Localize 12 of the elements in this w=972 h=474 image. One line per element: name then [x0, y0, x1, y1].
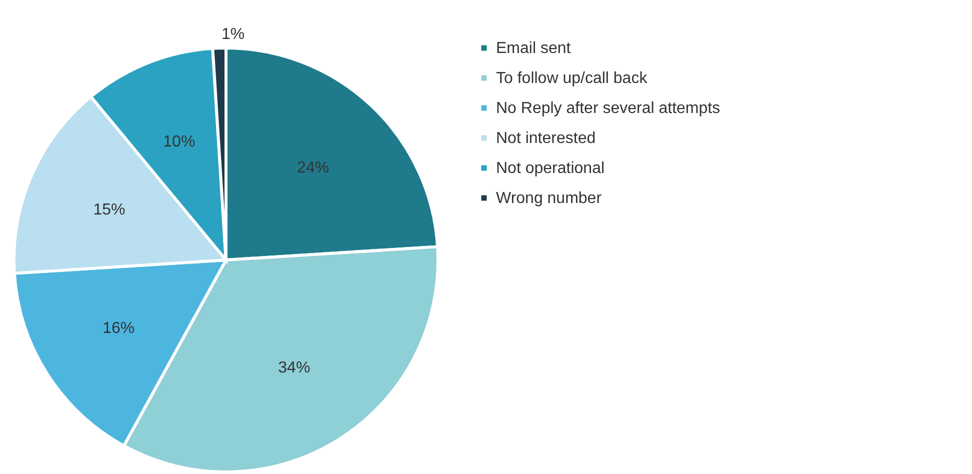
legend-label: Not operational [496, 160, 605, 177]
legend-label: Wrong number [496, 190, 602, 207]
legend-label: No Reply after several attempts [496, 100, 720, 117]
legend-label: To follow up/call back [496, 70, 648, 87]
data-label: 1% [222, 26, 245, 44]
data-label: 10% [163, 134, 196, 151]
data-label: 15% [93, 201, 126, 218]
legend-label: Email sent [496, 40, 572, 57]
data-label: 16% [102, 320, 135, 338]
data-label: 24% [297, 159, 330, 176]
legend-label: Not interested [496, 130, 596, 147]
data-label: 34% [278, 359, 310, 376]
